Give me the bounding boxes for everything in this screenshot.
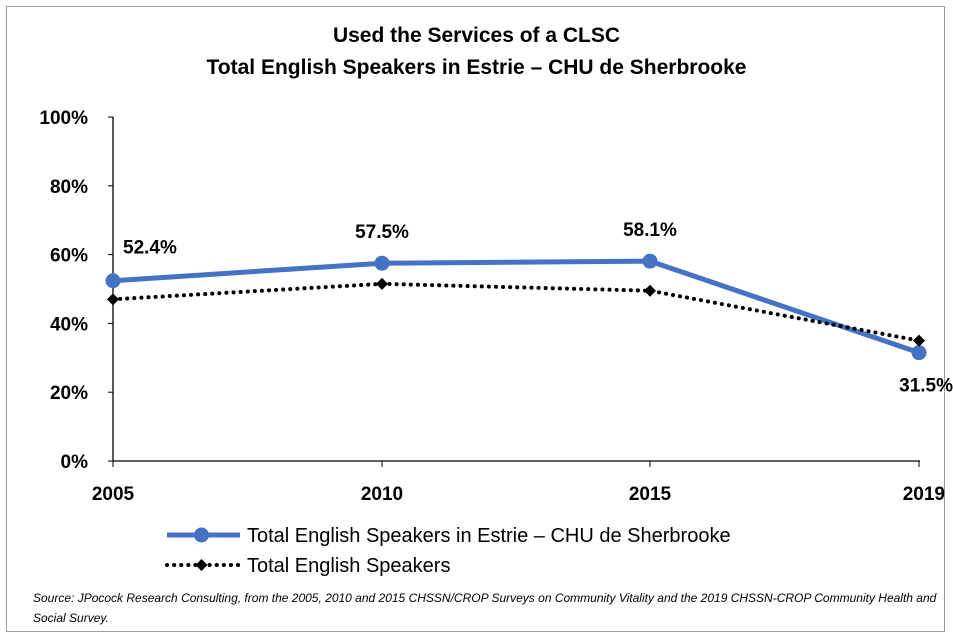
series-marker-circle <box>105 273 121 289</box>
legend-marker-circle <box>194 527 209 543</box>
axes: 0% 20% 40% 60% 80% 100% 2005 2010 2015 2019 <box>39 108 945 505</box>
x-tick-label: 2015 <box>629 484 672 505</box>
chart-title-block: Used the Services of a CLSC Total Englis… <box>0 20 953 84</box>
chart-subtitle: Total English Speakers in Estrie – CHU d… <box>206 56 747 79</box>
series-marker-diamond <box>107 293 119 306</box>
x-tick-label: 2010 <box>361 484 403 505</box>
data-label: 57.5% <box>355 222 409 243</box>
source-note: Source: JPocock Research Consulting, fro… <box>33 591 937 625</box>
series-marker-diamond <box>913 334 925 347</box>
series-marker-circle <box>374 255 390 271</box>
data-label: 58.1% <box>623 220 677 241</box>
series-layer: 52.4% 57.5% 58.1% 31.5% <box>105 220 953 397</box>
y-tick-label: 60% <box>50 246 88 267</box>
y-tick-label: 80% <box>50 177 88 198</box>
y-tick-label: 20% <box>50 383 88 404</box>
series-line-1 <box>112 258 920 356</box>
y-tick-label: 40% <box>50 314 88 335</box>
chart-frame <box>6 6 945 632</box>
legend-label: Total English Speakers <box>247 555 450 577</box>
legend: Total English Speakers in Estrie – CHU d… <box>165 525 731 577</box>
data-label: 31.5% <box>899 376 953 397</box>
series-marker-diamond <box>644 284 656 297</box>
series-line-2 <box>111 281 921 343</box>
series-marker-diamond <box>376 277 388 290</box>
x-tick-label: 2005 <box>92 484 135 505</box>
series-marker-circle <box>642 253 658 269</box>
y-tick-label: 0% <box>61 452 89 473</box>
x-tick-label: 2019 <box>903 484 945 505</box>
legend-label: Total English Speakers in Estrie – CHU d… <box>247 525 731 547</box>
chart-title: Used the Services of a CLSC <box>332 24 621 47</box>
data-label: 52.4% <box>123 238 177 259</box>
legend-marker-diamond <box>195 559 208 571</box>
series-marker-circle <box>911 345 927 361</box>
y-tick-label: 100% <box>39 108 88 129</box>
